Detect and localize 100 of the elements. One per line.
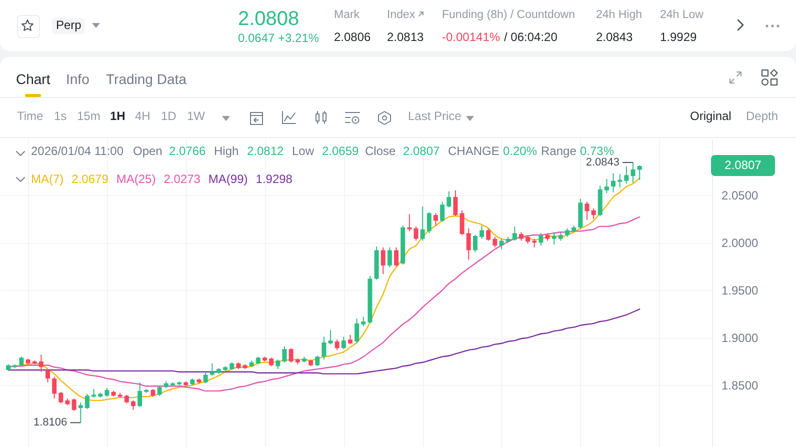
text: 1H [110,109,126,124]
text: -0.00141% [442,30,500,45]
text: 1D [161,109,176,124]
candlestick [203,371,208,384]
text: Time [17,109,44,124]
text: / 06:04:20 [504,30,558,45]
annotation: CHANGE [448,144,500,159]
annotation: 0.20% [503,144,538,159]
candlestick [348,334,352,345]
annotation: Low [292,144,314,159]
text: 2.0808 [238,8,300,31]
candlestick [130,400,136,410]
candlestick [282,346,287,363]
text: Chart [16,71,50,88]
candlestick [630,162,636,184]
candlestick [210,362,214,376]
candlestick [394,246,399,267]
candlestick [552,232,556,246]
candlestick [387,246,392,268]
candlestick [138,382,142,408]
text: 1s [54,109,67,124]
annotation: 2026/01/04 11:00 [31,144,124,159]
annotation: 2.0659 [322,144,359,159]
candlestick [354,318,360,344]
candlestick [361,316,366,327]
candlestick [466,228,471,260]
text: 1.9929 [660,30,697,45]
annotation: Open [133,144,162,159]
text: Last Price [408,109,462,124]
text: MA(99) [208,172,248,187]
text: Trading Data [106,71,186,88]
y-tick-label: 1.9000 [722,331,759,346]
candlestick [480,225,484,240]
candlestick [538,232,544,246]
candlestick [512,226,517,242]
annotation: 2.0807 [403,144,440,159]
candlestick [78,402,83,424]
annotation: 1.9298 [256,172,292,187]
candlestick [433,212,438,226]
candlestick [380,246,386,274]
candlestick [637,164,642,180]
candlestick [157,386,162,396]
candlestick [414,226,418,242]
annotation: 2.0812 [247,144,284,159]
text: 0.0647 +3.21% [238,31,320,46]
text: 2.0813 [387,30,424,45]
y-tick-label: 2.0500 [722,188,759,203]
annotation: 2.0843 [586,156,620,168]
candlestick [486,228,491,242]
candlestick [584,201,590,220]
text: Info [66,71,90,88]
candlestick [446,190,452,208]
annotation: High [214,144,239,159]
candlestick [472,234,478,253]
y-tick-label: 2.0000 [722,236,759,250]
candlestick [426,212,432,234]
candlestick [440,201,445,222]
y-tick-label: 1.9500 [722,284,759,298]
candlestick [499,238,504,250]
text: Perp [52,18,86,34]
text: Funding (8h) / Countdown [442,9,575,22]
candlestick [288,348,294,363]
candlestick [84,393,90,410]
candlestick [407,214,412,232]
candlestick [604,178,609,194]
candlestick [52,376,57,400]
candlestick [45,368,50,383]
candlestick [492,236,498,248]
text: 2.0806 [334,30,371,45]
text: MA(25) [116,172,156,187]
annotation: 0.73% [580,144,614,158]
annotation: Range [541,144,576,159]
candlestick [58,391,64,404]
text: 1W [187,109,205,124]
candlestick [19,356,24,367]
candlestick [420,206,425,242]
text: Original [690,109,732,124]
candlestick [618,174,622,188]
candlestick [591,208,596,220]
text: 2.0807 [711,155,775,176]
candlestick [334,339,340,351]
candlestick [624,166,629,184]
annotation: 1.8106 [33,416,68,429]
candlestick [315,355,320,367]
candlestick [460,210,464,236]
text: Mark [334,9,360,22]
candlestick [341,336,346,350]
annotation: 2.0766 [169,144,206,159]
candlestick [322,336,326,360]
candlestick [38,354,44,372]
text: 2.0843 [596,30,633,45]
text: 24h High [596,9,642,22]
annotation: Close [365,144,396,159]
candlestick [453,190,458,216]
candlestick [328,330,333,345]
text: 15m [77,109,100,124]
annotation: 2.0273 [164,172,200,187]
y-tick-label: 1.8500 [722,378,759,393]
text: MA(7) [31,172,64,187]
text: 24h Low [660,9,704,22]
